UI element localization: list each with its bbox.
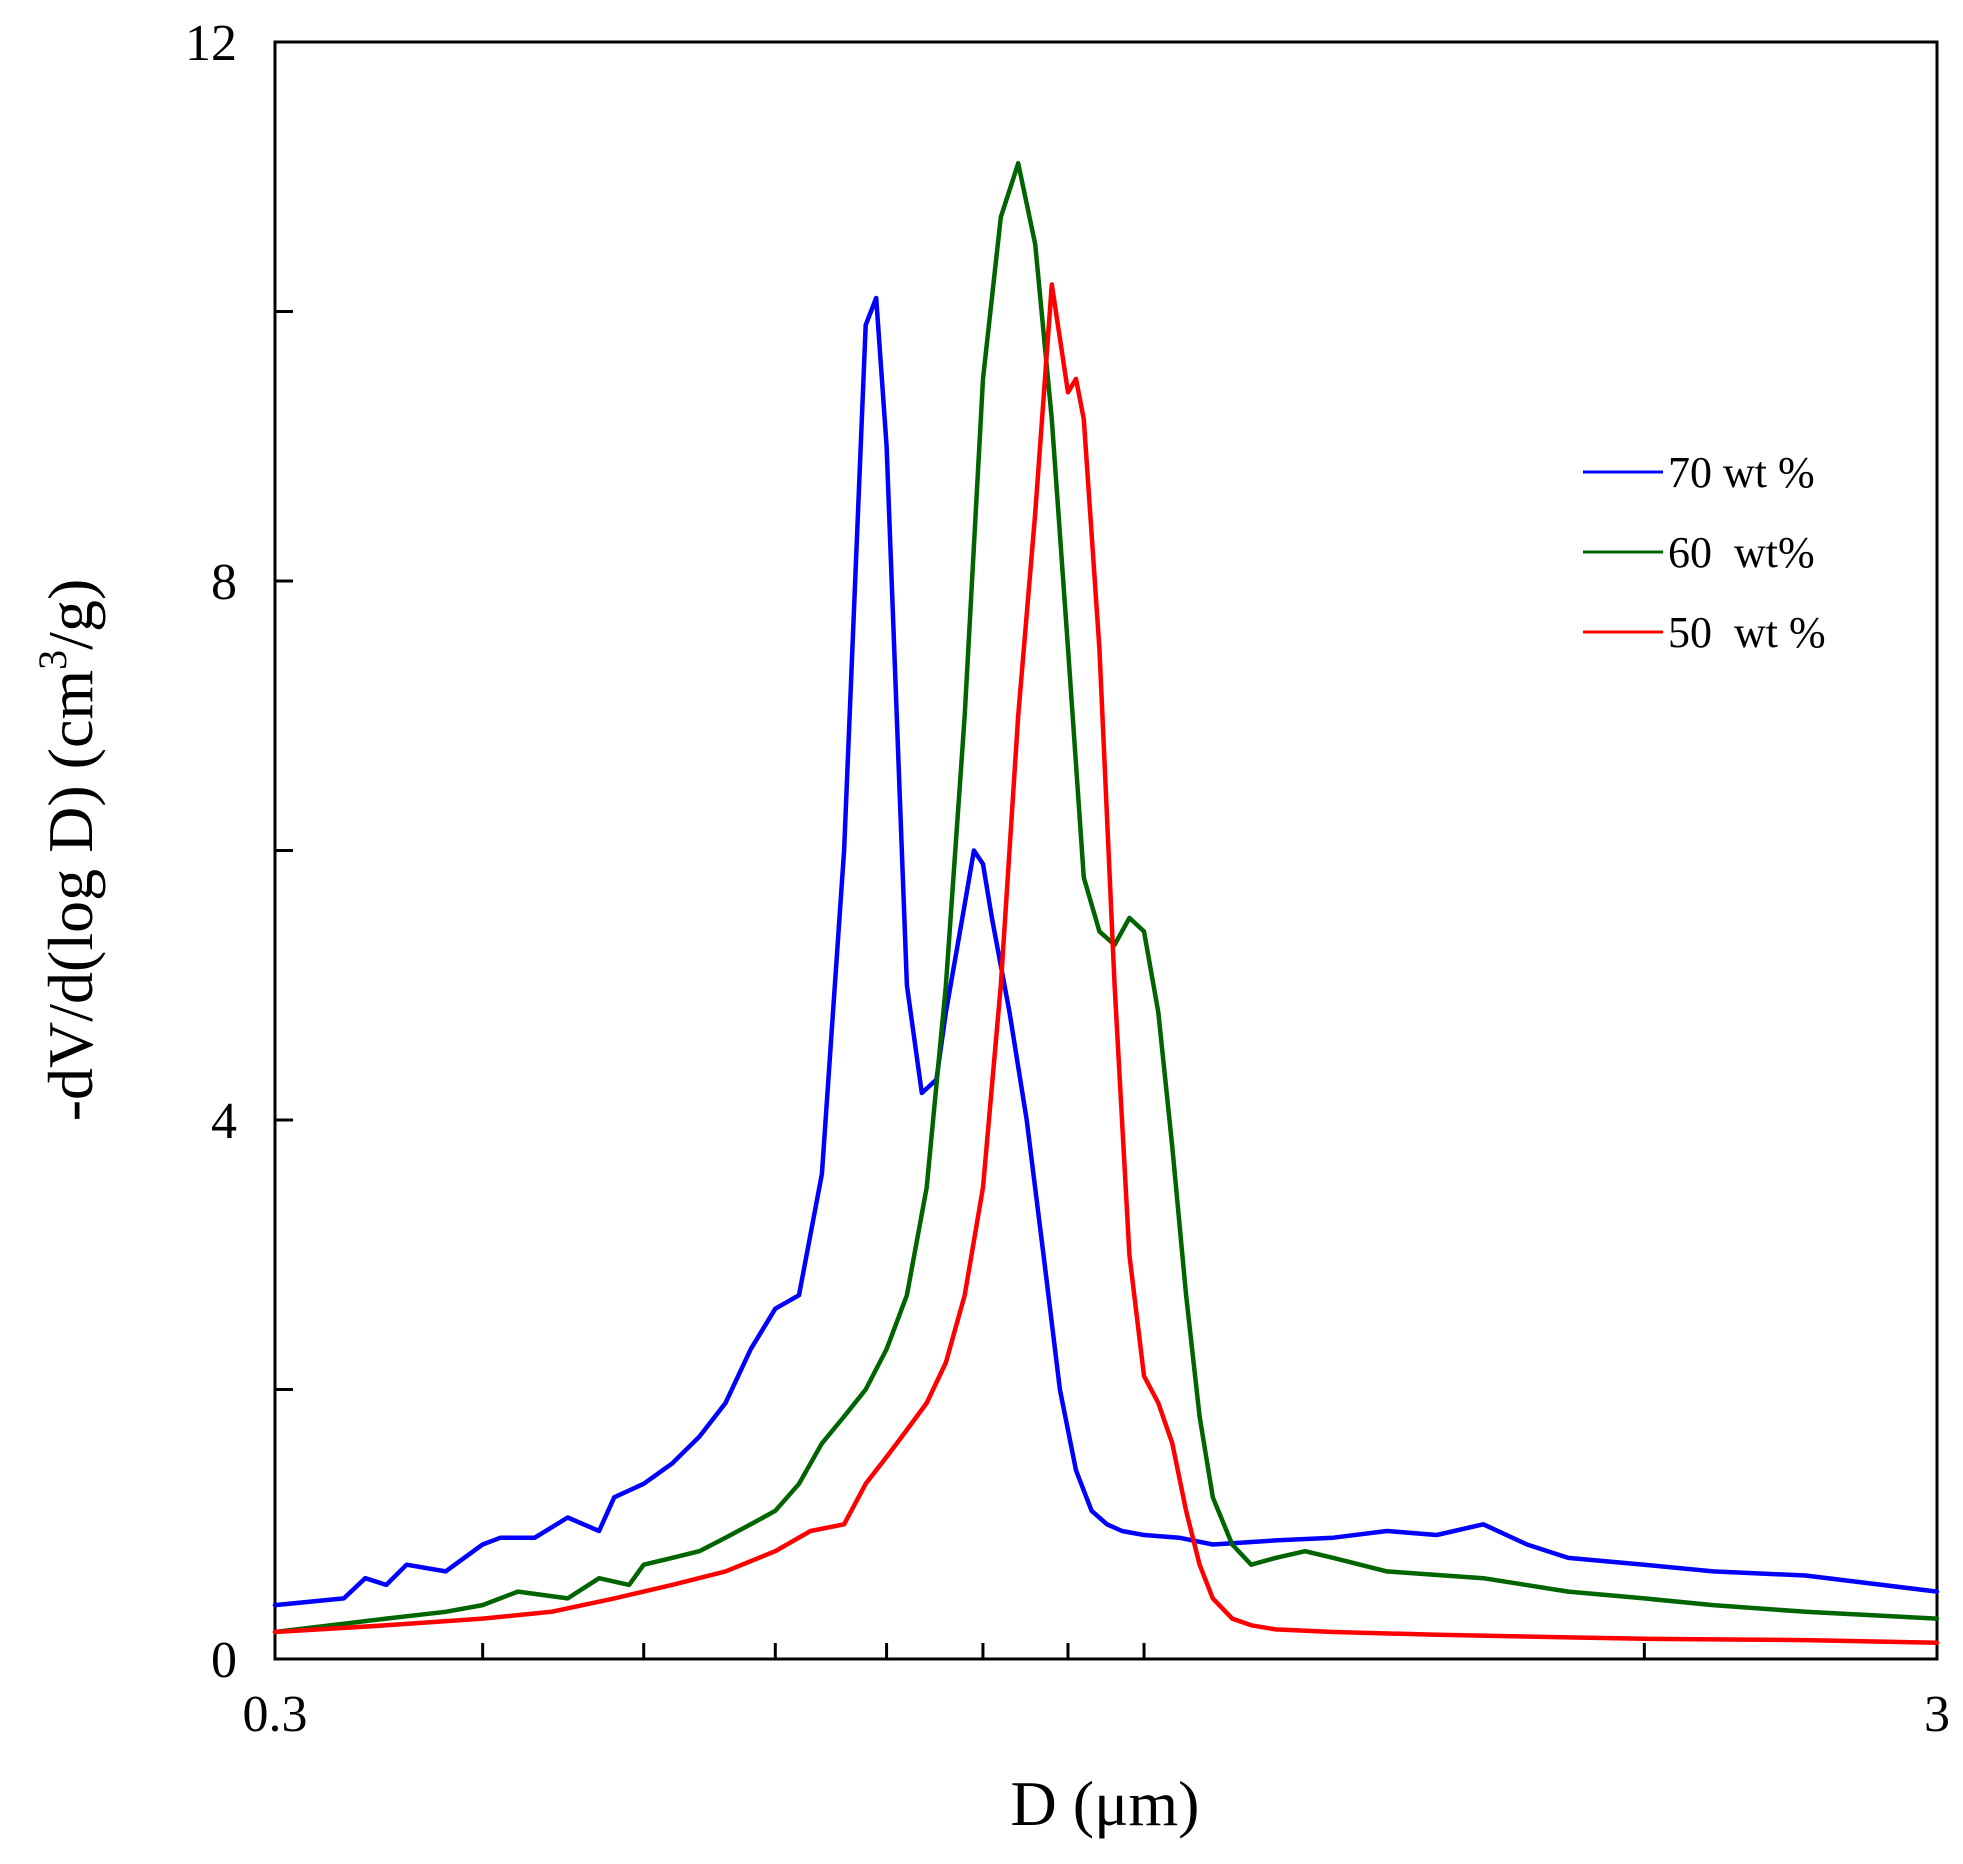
legend-label-1: 70 wt %: [1668, 448, 1815, 497]
y-tick-label-12: 12: [185, 15, 237, 72]
plot-area-frame: [273, 40, 1939, 1661]
x-tick-label-3: 3: [1924, 1686, 1950, 1743]
y-ticks: [275, 40, 293, 1661]
y-tick-labels: 0 4 8 12: [185, 15, 237, 1689]
x-tick-labels: 0.3 3: [243, 1686, 1951, 1743]
x-axis-title: D (μm): [1011, 1768, 1200, 1839]
series-lines: [272, 161, 1940, 1646]
y-tick-label-0: 0: [211, 1632, 237, 1689]
y-axis-title: -dV/d(log D) (cm3/g): [30, 579, 106, 1122]
series-line-2: [272, 161, 1940, 1635]
y-axis-title-main: -dV/d(log D) (cm: [35, 670, 106, 1121]
x-tick-label-0.3: 0.3: [243, 1686, 308, 1743]
y-tick-label-8: 8: [211, 554, 237, 611]
legend: 70 wt % 60 wt% 50 wt %: [1583, 448, 1826, 657]
series-line-3: [272, 282, 1940, 1646]
legend-label-3: 50 wt %: [1668, 608, 1826, 657]
y-tick-label-4: 4: [211, 1093, 237, 1150]
legend-label-2: 60 wt%: [1668, 528, 1815, 577]
y-axis-title-end: /g): [35, 579, 106, 650]
y-axis-title-superscript: 3: [30, 650, 75, 670]
x-ticks: [273, 1643, 1939, 1659]
